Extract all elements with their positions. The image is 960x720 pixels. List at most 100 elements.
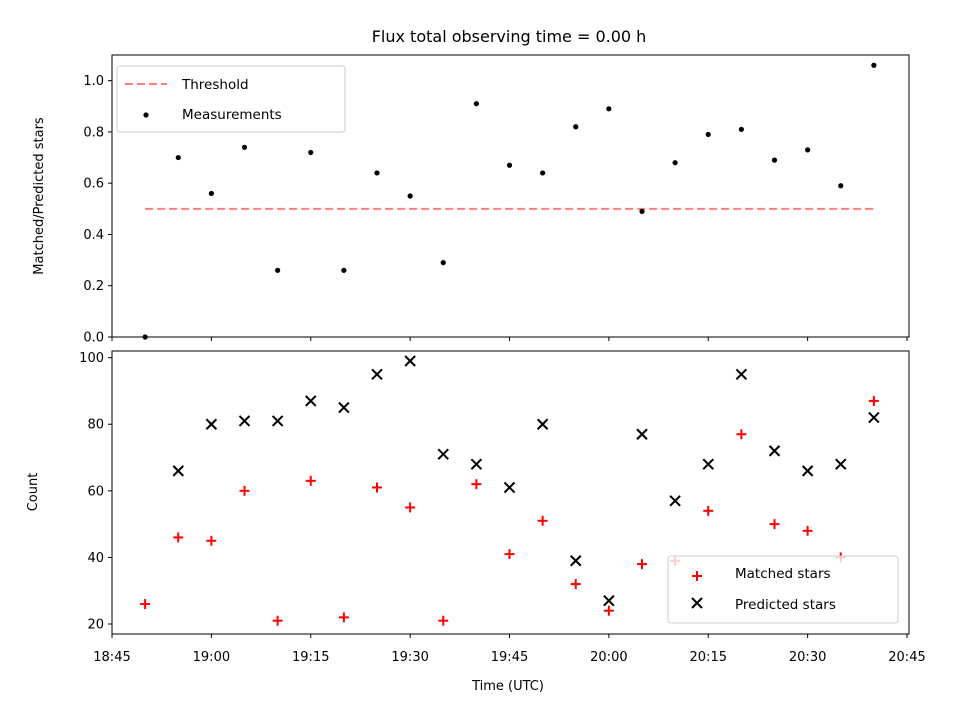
matched-star-point xyxy=(504,549,515,560)
matched-star-point xyxy=(703,505,714,516)
predicted-star-point xyxy=(835,458,847,470)
top-y-tick-label: 0.4 xyxy=(83,228,104,243)
matched-star-point xyxy=(537,515,548,526)
measurement-point xyxy=(142,334,148,340)
matched-star-point xyxy=(802,525,813,536)
bottom-panel: 20 40 60 80 100 18:45 19:00 19:15 19:30 19:45 20:… xyxy=(26,350,926,694)
matched-star-point xyxy=(736,429,747,440)
predicted-star-point xyxy=(636,428,648,440)
bottom-series-marks xyxy=(140,355,880,626)
matched-legend-label: Matched stars xyxy=(735,566,831,582)
predicted-star-point xyxy=(801,465,814,477)
bottom-x-axis: 18:45 19:00 19:15 19:30 19:45 20:00 20:15 20:30… xyxy=(93,634,926,665)
matched-star-point xyxy=(769,519,780,530)
matched-star-point xyxy=(173,532,184,543)
measurement-point xyxy=(473,101,479,107)
measurement-point xyxy=(341,267,347,273)
top-y-axis-label: Matched/Predicted stars xyxy=(32,117,47,275)
predicted-star-point xyxy=(603,594,615,607)
measurement-point xyxy=(573,124,579,130)
top-panel: Flux total observing time = 0.00 h 0.00.… xyxy=(32,27,910,346)
measurement-point xyxy=(771,157,778,163)
predicted-star-point xyxy=(205,418,218,430)
matched-star-point xyxy=(603,605,614,616)
measurement-point xyxy=(838,183,844,189)
top-y-axis: 0.0 0.2 0.4 0.6 0.8 1.0 xyxy=(83,74,112,346)
top-y-tick-label: 0.6 xyxy=(83,177,104,192)
matched-star-point xyxy=(338,612,349,623)
bottom-y-tick-label: 60 xyxy=(87,484,104,499)
measurement-point xyxy=(540,170,546,176)
measurement-point xyxy=(738,126,744,132)
top-legend: Threshold Measurements xyxy=(116,65,346,133)
matched-star-point xyxy=(272,615,283,626)
predicted-star-point xyxy=(536,418,549,430)
predicted-star-point xyxy=(669,495,681,507)
bottom-x-tick-label: 19:45 xyxy=(491,650,528,665)
measurement-point xyxy=(275,267,281,273)
bottom-x-tick-label: 20:30 xyxy=(789,650,826,665)
top-y-tick-label: 0.8 xyxy=(83,125,104,140)
bottom-y-axis-label: Count xyxy=(26,473,41,512)
bottom-x-tick-label: 20:15 xyxy=(690,650,727,665)
matched-star-point xyxy=(239,485,250,496)
matched-star-point xyxy=(372,482,382,493)
matched-star-point xyxy=(405,502,416,513)
predicted-legend-swatch xyxy=(691,597,703,609)
matched-star-point xyxy=(140,599,151,610)
predicted-star-point xyxy=(305,395,317,407)
predicted-star-point xyxy=(570,555,582,567)
predicted-star-point xyxy=(404,355,416,367)
bottom-x-tick-label: 19:15 xyxy=(292,650,329,665)
matched-star-point xyxy=(305,475,316,486)
measurement-point xyxy=(308,149,314,156)
predicted-star-point xyxy=(735,368,748,381)
bottom-x-tick-label: 20:00 xyxy=(590,650,627,665)
matched-legend-swatch xyxy=(692,571,702,581)
predicted-star-point xyxy=(503,481,516,494)
measurement-point xyxy=(606,106,612,112)
top-x-ticks xyxy=(111,337,908,341)
top-y-tick-label: 0.0 xyxy=(83,331,104,346)
measurement-point xyxy=(407,193,413,199)
matched-star-point xyxy=(206,535,217,546)
threshold-legend-label: Threshold xyxy=(181,77,249,93)
predicted-star-point xyxy=(437,448,449,460)
matched-star-point xyxy=(637,559,647,570)
measurements-legend-swatch xyxy=(143,112,149,118)
bottom-x-tick-label: 18:45 xyxy=(93,650,130,665)
measurement-point xyxy=(871,62,877,68)
measurement-point xyxy=(672,160,678,166)
predicted-star-point xyxy=(238,415,251,427)
bottom-y-tick-label: 80 xyxy=(87,418,104,433)
measurement-point xyxy=(208,190,214,197)
predicted-star-point xyxy=(868,411,880,424)
bottom-legend-box xyxy=(667,555,899,624)
bottom-x-axis-label: Time (UTC) xyxy=(471,679,544,694)
measurement-point xyxy=(440,260,446,266)
bottom-y-tick-label: 20 xyxy=(87,618,104,633)
bottom-plot-frame xyxy=(111,350,910,635)
bottom-x-tick-label: 19:30 xyxy=(391,650,428,665)
predicted-star-point xyxy=(172,465,184,477)
measurement-point xyxy=(805,147,811,153)
top-legend-box xyxy=(116,65,346,133)
predicted-legend-label: Predicted stars xyxy=(735,597,836,613)
matched-star-point xyxy=(471,479,482,490)
predicted-star-point xyxy=(271,415,284,427)
top-plot-frame xyxy=(111,54,910,338)
measurement-point xyxy=(175,154,181,161)
bottom-y-tick-label: 100 xyxy=(79,351,104,366)
matched-star-point xyxy=(438,615,449,626)
bottom-y-tick-label: 40 xyxy=(87,551,104,566)
predicted-star-point xyxy=(470,458,483,470)
measurements-legend-label: Measurements xyxy=(182,107,282,123)
predicted-star-point xyxy=(371,368,383,381)
measurement-point xyxy=(506,162,513,168)
chart-title: Flux total observing time = 0.00 h xyxy=(372,27,647,46)
bottom-x-tick-label: 20:45 xyxy=(888,650,925,665)
top-y-tick-label: 1.0 xyxy=(83,74,104,89)
top-y-tick-label: 0.2 xyxy=(83,279,104,294)
matched-star-point xyxy=(570,579,581,590)
